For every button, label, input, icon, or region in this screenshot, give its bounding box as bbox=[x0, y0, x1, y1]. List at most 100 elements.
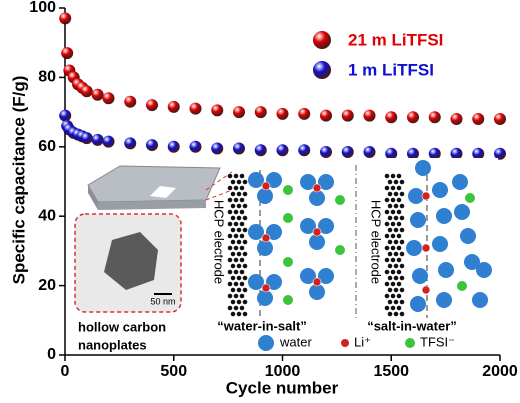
electrode-atom bbox=[387, 251, 393, 257]
water-molecule bbox=[452, 174, 468, 190]
electrode-atom bbox=[242, 263, 248, 269]
electrode-atom bbox=[239, 185, 245, 191]
electrode-atom bbox=[236, 311, 242, 317]
electrode-atom bbox=[236, 275, 242, 281]
electrode-atom bbox=[233, 185, 239, 191]
point bbox=[124, 95, 137, 108]
electrode-atom bbox=[384, 221, 390, 227]
electrode-atom bbox=[384, 305, 390, 311]
electrode-atom bbox=[384, 197, 390, 203]
water-molecule bbox=[318, 174, 334, 190]
water-molecule bbox=[408, 188, 424, 204]
electrode-label: HCP electrode bbox=[369, 200, 384, 284]
li-ion bbox=[421, 285, 431, 295]
water-molecule bbox=[248, 172, 264, 188]
water-molecule bbox=[248, 274, 264, 290]
legend-marker bbox=[313, 61, 331, 79]
electrode-atom bbox=[236, 251, 242, 257]
li-ion bbox=[312, 183, 322, 193]
electrode-atom bbox=[396, 305, 402, 311]
point bbox=[320, 146, 332, 159]
point bbox=[341, 109, 354, 122]
water-molecule bbox=[412, 268, 428, 284]
electrode-atom bbox=[390, 257, 396, 263]
electrode-atom bbox=[227, 185, 233, 191]
point bbox=[494, 113, 506, 126]
electrode-atom bbox=[242, 287, 248, 293]
electrode-atom bbox=[393, 203, 399, 209]
electrode-atom bbox=[239, 221, 245, 227]
water-molecule bbox=[432, 236, 448, 252]
y-tick-label: 0 bbox=[47, 346, 56, 363]
y-axis-label: Specific capacitance (F/g) bbox=[9, 76, 28, 285]
electrode-atom bbox=[399, 311, 405, 317]
electrode-atom bbox=[233, 209, 239, 215]
point bbox=[363, 146, 376, 159]
electrode-atom bbox=[236, 191, 242, 197]
electrode-atom bbox=[239, 269, 245, 275]
electrode-atom bbox=[396, 233, 402, 239]
electrode-atom bbox=[390, 281, 396, 287]
water-molecule bbox=[436, 292, 452, 308]
nanoplate-front bbox=[98, 200, 206, 210]
legend-label: 1 m LiTFSI bbox=[348, 60, 434, 79]
y-tick-label: 80 bbox=[38, 69, 56, 86]
electrode-atom bbox=[242, 227, 248, 233]
electrode-atom bbox=[387, 263, 393, 269]
y-tick-label: 60 bbox=[38, 138, 56, 155]
electrode-atom bbox=[387, 275, 393, 281]
electrode-atom bbox=[390, 233, 396, 239]
electrode-atom bbox=[242, 239, 248, 245]
li-ion bbox=[312, 277, 322, 287]
water-molecule bbox=[410, 296, 426, 312]
li-ion bbox=[312, 227, 322, 237]
electrode-atom bbox=[387, 311, 393, 317]
tfsi-ion bbox=[335, 245, 345, 255]
tfsi-ion bbox=[283, 257, 293, 267]
water-molecule bbox=[415, 160, 431, 176]
electrode-atom bbox=[236, 263, 242, 269]
point bbox=[211, 142, 224, 155]
point bbox=[59, 12, 72, 25]
electrode-atom bbox=[384, 293, 390, 299]
electrode-atom bbox=[387, 239, 393, 245]
point bbox=[80, 132, 93, 145]
electrode-atom bbox=[227, 245, 233, 251]
electrode-atom bbox=[390, 305, 396, 311]
zoom-line bbox=[205, 189, 233, 201]
water-molecule bbox=[454, 204, 470, 220]
electrode-atom bbox=[242, 191, 248, 197]
electrode-atom bbox=[230, 239, 236, 245]
electrode-atom bbox=[390, 209, 396, 215]
electrode-atom bbox=[390, 245, 396, 251]
key-label: Li⁺ bbox=[354, 334, 371, 349]
electrode-atom bbox=[393, 263, 399, 269]
electrode-atom bbox=[399, 203, 405, 209]
point bbox=[61, 47, 74, 60]
water-molecule bbox=[472, 292, 488, 308]
inset-caption: nanoplates bbox=[78, 337, 147, 352]
electrode-atom bbox=[393, 191, 399, 197]
electrode-atom bbox=[239, 233, 245, 239]
point bbox=[276, 107, 289, 120]
electrode-atom bbox=[239, 245, 245, 251]
electrode-atom bbox=[384, 233, 390, 239]
electrode-atom bbox=[393, 299, 399, 305]
electrode-atom bbox=[393, 275, 399, 281]
electrode-atom bbox=[396, 257, 402, 263]
electrode-atom bbox=[227, 269, 233, 275]
point bbox=[472, 113, 485, 126]
water-molecule bbox=[432, 182, 448, 198]
inset-caption: hollow carbon bbox=[78, 319, 166, 334]
electrode-atom bbox=[393, 215, 399, 221]
li-ion bbox=[421, 243, 431, 253]
li-ion bbox=[261, 181, 271, 191]
electrode-atom bbox=[227, 209, 233, 215]
point bbox=[91, 133, 104, 146]
water-molecule bbox=[460, 228, 476, 244]
x-tick-label: 1000 bbox=[265, 363, 301, 380]
electrode-atom bbox=[230, 203, 236, 209]
electrode-atom bbox=[396, 269, 402, 275]
electrode-atom bbox=[393, 251, 399, 257]
electrode-atom bbox=[399, 227, 405, 233]
